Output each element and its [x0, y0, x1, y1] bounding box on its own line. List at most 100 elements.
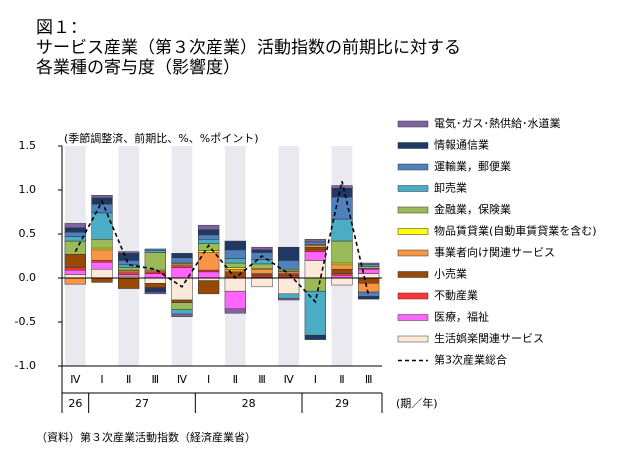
chart-title: 図１： — [36, 18, 87, 38]
legend-swatch — [397, 292, 429, 300]
bar-segment — [198, 271, 220, 279]
y-tick-label: -1.0 — [15, 359, 36, 372]
bar-segment — [278, 268, 300, 272]
bar-segment — [358, 283, 380, 293]
x-tick-label: Ⅲ — [152, 373, 160, 386]
bar-segment — [251, 268, 273, 274]
bar-segment — [331, 240, 353, 264]
bar-segment — [251, 277, 273, 288]
legend-label: 電気･ガス･熱供給･水道業 — [434, 116, 561, 130]
bar-segment — [198, 234, 220, 240]
bar-segment — [198, 224, 220, 230]
bar-segment — [224, 277, 246, 292]
legend-swatch — [397, 249, 429, 257]
legend-swatch — [397, 271, 429, 278]
legend-label: 物品賃貸業(自動車賃貸業を含む) — [434, 224, 597, 238]
x-group-label: 28 — [242, 397, 256, 410]
bar-segment — [304, 239, 326, 243]
bar-segment — [304, 277, 326, 292]
bar-segment — [64, 240, 86, 255]
x-tick-label: Ⅱ — [339, 373, 344, 386]
y-tick-label: 0.0 — [19, 271, 37, 284]
y-tick-label: 0.5 — [19, 227, 37, 240]
bar-segment — [251, 246, 273, 251]
bar-segment — [91, 203, 113, 214]
bar-segment — [304, 245, 326, 248]
bar-segment — [278, 275, 300, 278]
bar-segment — [91, 247, 113, 251]
legend-label: 運輸業，郵便業 — [434, 159, 511, 173]
bar-segment — [331, 262, 353, 266]
x-tick-label: Ⅳ — [70, 373, 81, 386]
bar-segment — [171, 253, 193, 259]
bar-segment — [64, 277, 86, 285]
bar-segment — [64, 227, 86, 233]
bar-segment — [224, 271, 246, 277]
source-note: （資料）第３次産業活動指数（経済産業省） — [36, 430, 256, 444]
bar-segment — [224, 240, 246, 251]
bar-segment — [224, 249, 246, 259]
bar-segment — [144, 250, 166, 253]
y-tick-label: -0.5 — [15, 315, 36, 328]
x-group-label: 29 — [335, 397, 349, 410]
y-axis-label: (季節調整済、前期比、%、%ポイント) — [64, 131, 259, 145]
bar-segment — [304, 241, 326, 245]
bar-segment — [224, 262, 246, 268]
x-tick-label: Ⅳ — [177, 373, 188, 386]
bar-segment — [331, 264, 353, 270]
bar-segment — [144, 283, 166, 288]
bar-segment — [171, 313, 193, 317]
bar-segment — [91, 277, 113, 283]
bar-segment — [91, 268, 113, 279]
legend-label: 不動産業 — [434, 288, 478, 302]
bar-segment — [91, 249, 113, 261]
bar-segment — [331, 273, 353, 276]
bar-segment — [64, 274, 86, 279]
bar-segment — [278, 271, 300, 274]
bar-segment — [224, 268, 246, 273]
bar-segment — [64, 253, 86, 268]
bar-segment — [64, 223, 86, 229]
bar-segment — [144, 277, 166, 284]
x-tick-label: Ⅲ — [258, 373, 266, 386]
bar-segment — [358, 296, 380, 300]
bar-segment — [118, 277, 140, 289]
bar-segment — [304, 246, 326, 251]
bar-segment — [118, 264, 140, 268]
bar-segment — [171, 302, 193, 310]
bar-segment — [251, 249, 273, 253]
x-tick-label: Ⅳ — [284, 373, 295, 386]
bar-segment — [118, 274, 140, 277]
bar-segment — [118, 270, 140, 273]
bar-segment — [304, 334, 326, 340]
legend-swatch — [397, 228, 429, 235]
bar-segment — [251, 275, 273, 278]
bar-segment — [304, 249, 326, 252]
bar-segment — [331, 218, 353, 242]
bar-segment — [358, 266, 380, 269]
x-tick-label: Ⅱ — [126, 373, 131, 386]
bar-segment — [91, 261, 113, 270]
bar-segment — [198, 229, 220, 236]
x-tick-label: Ⅲ — [365, 373, 373, 386]
x-group-label: 26 — [68, 397, 82, 410]
bar-segment — [251, 263, 273, 269]
bar-segment — [224, 290, 246, 310]
bar-segment — [331, 268, 353, 274]
legend-label: 情報通信業 — [434, 139, 489, 152]
bar-segment — [144, 271, 166, 274]
legend-swatch — [397, 120, 429, 128]
x-tick-label: Ⅰ — [314, 373, 317, 386]
bar-segment — [171, 257, 193, 264]
bar-segment — [118, 260, 140, 266]
legend-label: 医療，福祉 — [434, 310, 489, 324]
bar-segment — [144, 248, 166, 251]
legend-label: 第3次産業総合 — [434, 353, 507, 367]
legend-swatch — [397, 335, 429, 343]
bar-segment — [278, 260, 300, 270]
bar-segment — [91, 239, 113, 249]
bar-segment — [198, 239, 220, 244]
legend-swatch — [397, 314, 429, 321]
bar-segment — [358, 268, 380, 274]
bar-segment — [278, 273, 300, 276]
